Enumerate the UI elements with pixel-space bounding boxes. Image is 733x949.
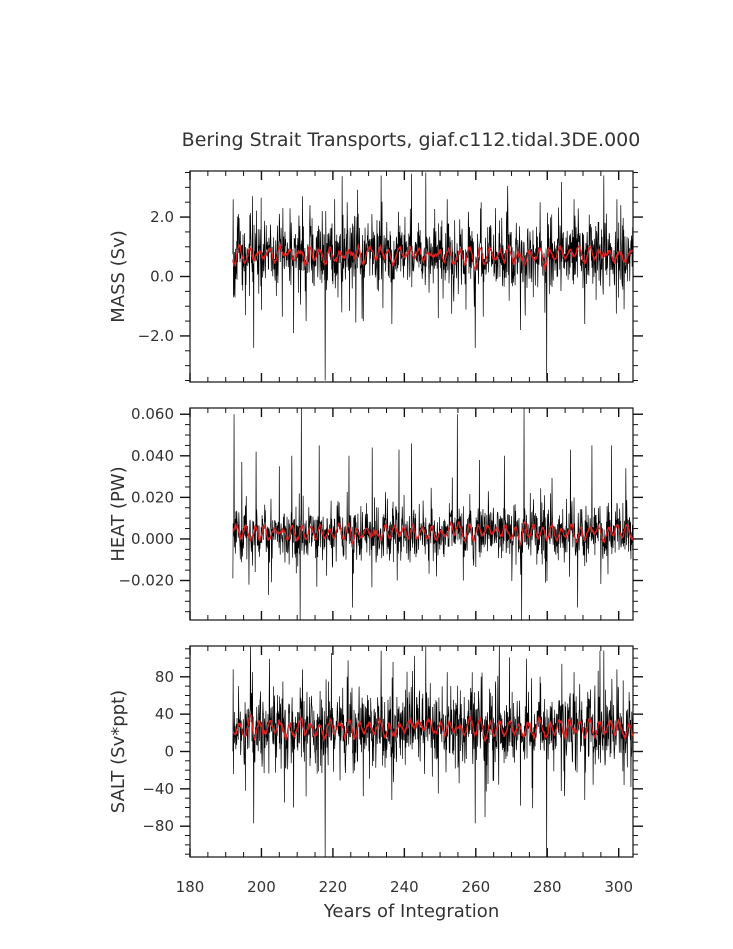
y-tick-label: 0.0	[150, 268, 174, 286]
y-axis-label: MASS (Sv)	[108, 230, 129, 323]
x-tick-label: 280	[533, 878, 562, 896]
y-tick-label: 80	[155, 668, 174, 686]
annual-mean-line	[232, 713, 634, 743]
y-axis-label: HEAT (PW)	[108, 466, 129, 561]
monthly-transport-line	[232, 172, 634, 381]
monthly-transport-line	[232, 645, 634, 858]
y-tick-label: −40	[142, 780, 174, 798]
y-tick-label: 40	[155, 705, 174, 723]
salt-panel: −80 −40 0 40 80 SALT (Sv*ppt) 180 200 220 240 260 2…	[108, 645, 643, 922]
y-tick-label: −2.0	[138, 327, 174, 345]
y-tick-label: 2.0	[150, 208, 174, 226]
y-tick-label: 0.000	[131, 530, 174, 548]
annual-mean-line	[232, 243, 634, 273]
y-tick-label: −0.020	[118, 572, 174, 590]
y-tick-label: −80	[142, 817, 174, 835]
x-tick-label: 220	[319, 878, 348, 896]
x-tick-label: 200	[247, 878, 276, 896]
x-tick-label: 260	[461, 878, 490, 896]
y-tick-label: 0.040	[131, 447, 174, 465]
annual-mean-line	[232, 520, 634, 547]
y-tick-label: 0	[164, 743, 174, 761]
mass-panel: −2.0 0.0 2.0 MASS (Sv)	[108, 170, 643, 383]
x-tick-label: 240	[390, 878, 419, 896]
y-tick-label: 0.060	[131, 405, 174, 423]
plot-frame	[189, 407, 634, 621]
heat-panel: −0.020 0.000 0.020 0.040 0.060 HEAT (PW)	[108, 405, 643, 621]
chart-title: Bering Strait Transports, giaf.c112.tida…	[182, 129, 641, 151]
y-axis-label: SALT (Sv*ppt)	[108, 690, 129, 813]
y-tick-label: 0.020	[131, 488, 174, 506]
x-axis-label: Years of Integration	[323, 901, 499, 922]
monthly-transport-line	[232, 407, 634, 621]
x-tick-label: 300	[604, 878, 633, 896]
x-tick-label: 180	[176, 878, 205, 896]
